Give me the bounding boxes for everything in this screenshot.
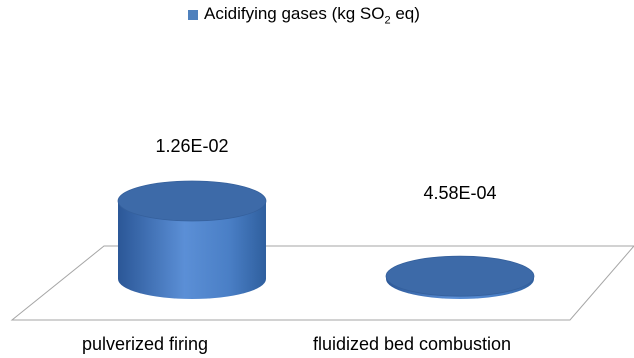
data-label-0: 1.26E-02 [155, 136, 228, 156]
bar-top-1 [385, 255, 535, 297]
bar-0 [117, 180, 267, 299]
bar-side-0 [118, 201, 266, 299]
data-labels-group: 1.26E-02 4.58E-04 [155, 136, 496, 203]
bar-top-0 [117, 180, 267, 222]
legend-swatch [188, 10, 198, 21]
x-tick-label-0: pulverized firing [82, 334, 208, 354]
legend-label: Acidifying gases (kg SO2 eq) [204, 4, 420, 27]
x-axis-labels-group: pulverized firing fluidized bed combustio… [82, 334, 511, 354]
bar-1 [385, 255, 535, 299]
data-label-1: 4.58E-04 [423, 183, 496, 203]
x-tick-label-1: fluidized bed combustion [313, 334, 511, 354]
chart-floor [10, 245, 634, 321]
legend: Acidifying gases (kg SO2 eq) [188, 4, 420, 26]
bars-group [117, 180, 535, 299]
